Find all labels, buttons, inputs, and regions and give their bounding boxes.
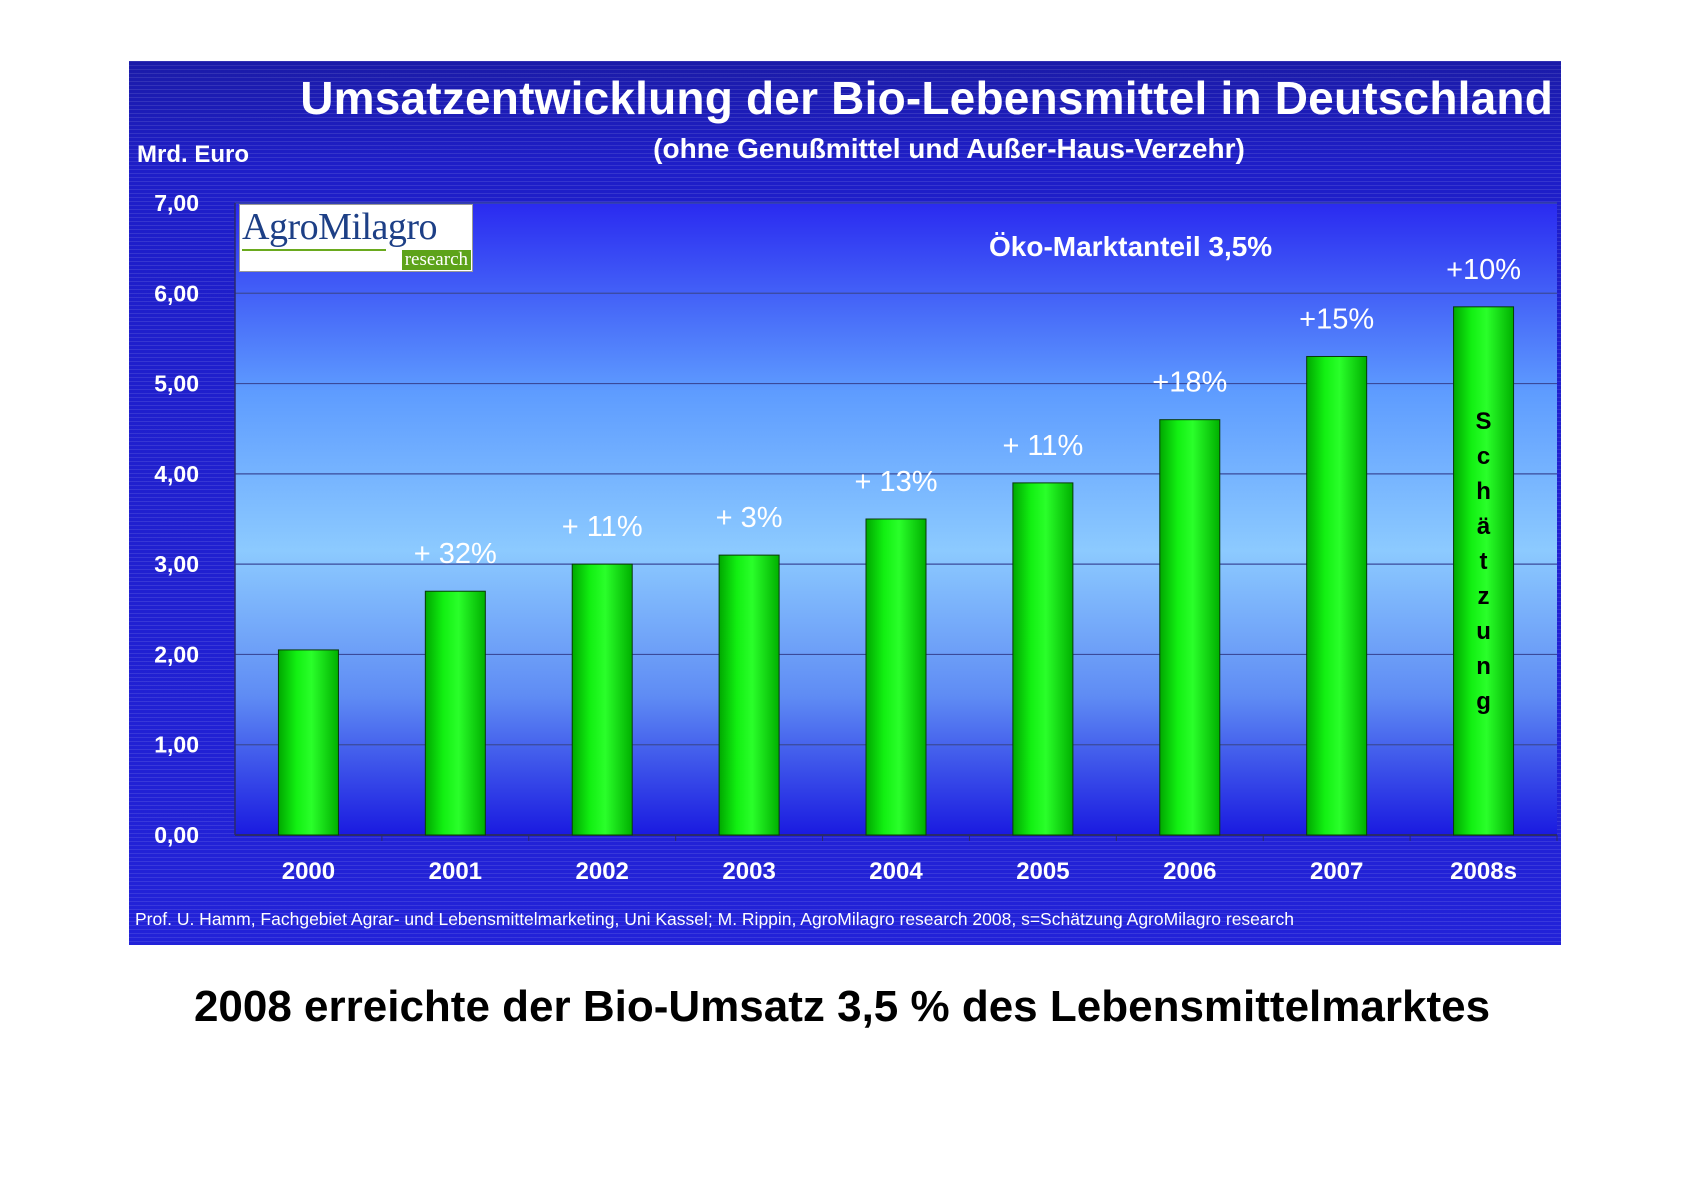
bar-2000 xyxy=(277,649,339,836)
data-label: + 3% xyxy=(716,502,783,534)
x-tick-label: 2003 xyxy=(722,858,775,885)
data-label: +18% xyxy=(1152,367,1227,399)
bar-2003 xyxy=(718,554,780,836)
y-tick-label: 0,00 xyxy=(154,822,199,848)
agromilagro-logo: AgroMilagro research xyxy=(239,204,473,272)
bar-2006 xyxy=(1159,419,1221,836)
y-tick-label: 3,00 xyxy=(154,551,199,577)
source-note: Prof. U. Hamm, Fachgebiet Agrar- und Leb… xyxy=(135,909,1294,929)
y-tick-label: 7,00 xyxy=(154,190,199,216)
data-label: + 32% xyxy=(414,538,497,570)
bar-chart: 0,00 1,00 2,00 3,00 4,00 5,00 6,00 7,00 2000 2001… xyxy=(154,190,1558,885)
data-label: +15% xyxy=(1299,303,1374,335)
x-tick-label: 2001 xyxy=(429,858,482,885)
chart-title: Umsatzentwicklung der Bio-Lebensmittel i… xyxy=(300,72,1553,124)
x-tick-label: 2000 xyxy=(282,858,335,885)
x-tick-label: 2002 xyxy=(576,858,629,885)
chart-slide: 0,00 1,00 2,00 3,00 4,00 5,00 6,00 7,00 2000 2001… xyxy=(129,61,1561,945)
logo-tag: research xyxy=(401,250,471,270)
x-tick-label: 2004 xyxy=(869,858,923,885)
bar-2008s xyxy=(1453,306,1515,836)
chart-subtitle: (ohne Genußmittel und Außer-Haus-Verzehr… xyxy=(653,133,1245,164)
market-share-annotation: Öko-Marktanteil 3,5% xyxy=(989,231,1273,262)
y-tick-label: 2,00 xyxy=(154,641,199,667)
bar-2004 xyxy=(865,518,927,836)
logo-divider xyxy=(242,249,386,251)
data-label: + 11% xyxy=(1002,430,1083,462)
logo-name: AgroMilagro xyxy=(242,206,438,248)
y-axis-unit-label: Mrd. Euro xyxy=(137,141,249,168)
y-tick-label: 4,00 xyxy=(154,461,199,487)
x-tick-label: 2007 xyxy=(1310,858,1363,885)
y-tick-label: 6,00 xyxy=(154,280,199,306)
x-tick-label: 2006 xyxy=(1163,858,1216,885)
x-tick-label: 2008s xyxy=(1450,858,1517,885)
slide-headline: 2008 erreichte der Bio-Umsatz 3,5 % des … xyxy=(193,982,1491,1031)
data-label: + 13% xyxy=(854,466,937,498)
bar-2002 xyxy=(571,563,633,836)
bar-2005 xyxy=(1012,482,1074,836)
y-tick-label: 1,00 xyxy=(154,732,199,758)
x-tick-label: 2005 xyxy=(1016,858,1069,885)
data-label: +10% xyxy=(1446,254,1521,286)
bar-2007 xyxy=(1306,355,1368,836)
y-tick-label: 5,00 xyxy=(154,371,199,397)
data-label: + 11% xyxy=(562,511,643,543)
bar-2001 xyxy=(424,590,486,836)
